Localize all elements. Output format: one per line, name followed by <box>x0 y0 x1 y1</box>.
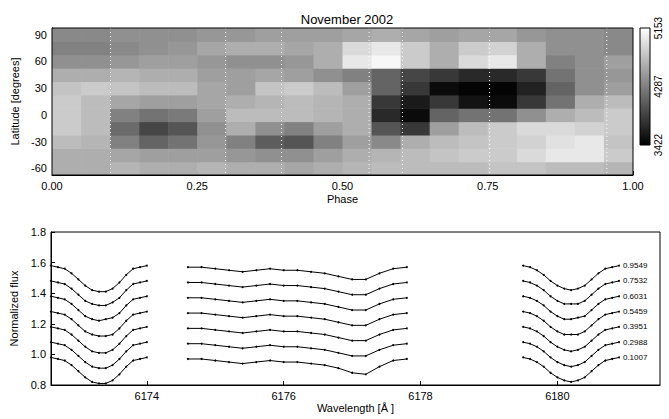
svg-text:6178: 6178 <box>408 390 432 402</box>
svg-text:0.75: 0.75 <box>477 180 498 192</box>
svg-text:1.8: 1.8 <box>31 226 46 238</box>
svg-text:6174: 6174 <box>135 390 159 402</box>
svg-text:5153: 5153 <box>653 16 664 39</box>
svg-text:4287: 4287 <box>653 75 664 98</box>
svg-text:3422: 3422 <box>653 133 664 156</box>
svg-text:0.1007: 0.1007 <box>623 353 648 362</box>
svg-text:0.7532: 0.7532 <box>623 276 648 285</box>
svg-text:Phase: Phase <box>327 193 358 205</box>
svg-text:1.0: 1.0 <box>31 348 46 360</box>
svg-text:0.25: 0.25 <box>187 180 208 192</box>
svg-text:1.2: 1.2 <box>31 318 46 330</box>
svg-text:0.2988: 0.2988 <box>623 338 648 347</box>
svg-text:0: 0 <box>41 109 47 121</box>
svg-text:30: 30 <box>35 82 47 94</box>
svg-text:90: 90 <box>35 29 47 41</box>
svg-text:1.00: 1.00 <box>622 180 643 192</box>
svg-text:6180: 6180 <box>545 390 569 402</box>
svg-text:-30: -30 <box>31 136 47 148</box>
svg-text:Wavelength [Å ]: Wavelength [Å ] <box>317 402 394 414</box>
svg-text:November 2002: November 2002 <box>301 12 394 27</box>
svg-text:60: 60 <box>35 55 47 67</box>
svg-text:0.5459: 0.5459 <box>623 307 648 316</box>
svg-text:Normalized flux: Normalized flux <box>8 270 20 346</box>
svg-text:0.6031: 0.6031 <box>623 292 648 301</box>
svg-text:1.4: 1.4 <box>31 287 46 299</box>
svg-text:Latitude [degrees]: Latitude [degrees] <box>9 57 21 145</box>
svg-text:0.8: 0.8 <box>31 379 46 391</box>
svg-text:0.00: 0.00 <box>41 180 62 192</box>
svg-text:-60: -60 <box>31 162 47 174</box>
svg-text:6176: 6176 <box>271 390 295 402</box>
svg-text:0.3951: 0.3951 <box>623 322 648 331</box>
svg-text:0.9549: 0.9549 <box>623 261 648 270</box>
svg-text:1.6: 1.6 <box>31 257 46 269</box>
svg-text:0.50: 0.50 <box>332 180 353 192</box>
